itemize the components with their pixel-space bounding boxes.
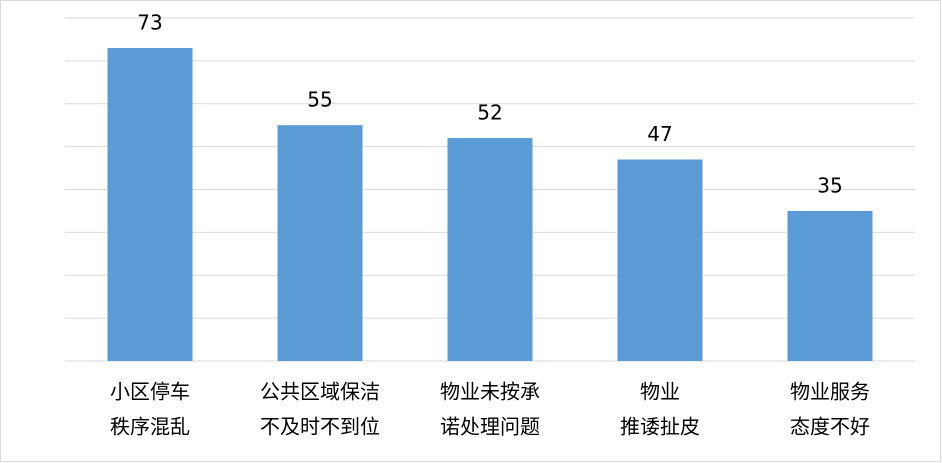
value-label: 55: [307, 88, 332, 112]
bar: [447, 138, 533, 361]
x-tick-label: 诺处理问题: [440, 415, 540, 439]
value-label: 47: [647, 122, 672, 146]
x-tick-label: 物业未按承: [440, 380, 540, 404]
x-tick-label: 态度不好: [790, 415, 870, 439]
x-tick-label: 物业: [640, 380, 680, 404]
value-label: 52: [477, 101, 502, 125]
bar: [787, 210, 873, 361]
x-tick-label: 推诿扯皮: [620, 415, 700, 439]
value-label: 35: [817, 173, 842, 197]
x-tick-label: 公共区域保洁: [260, 380, 380, 404]
x-tick-label: 物业服务: [790, 380, 870, 404]
bar: [617, 159, 703, 361]
bar: [107, 48, 193, 361]
x-tick-label: 小区停车: [110, 380, 190, 404]
x-tick-label: 不及时不到位: [260, 415, 380, 439]
bar: [277, 125, 363, 361]
x-tick-label: 秩序混乱: [110, 415, 190, 439]
value-label: 73: [137, 11, 162, 35]
